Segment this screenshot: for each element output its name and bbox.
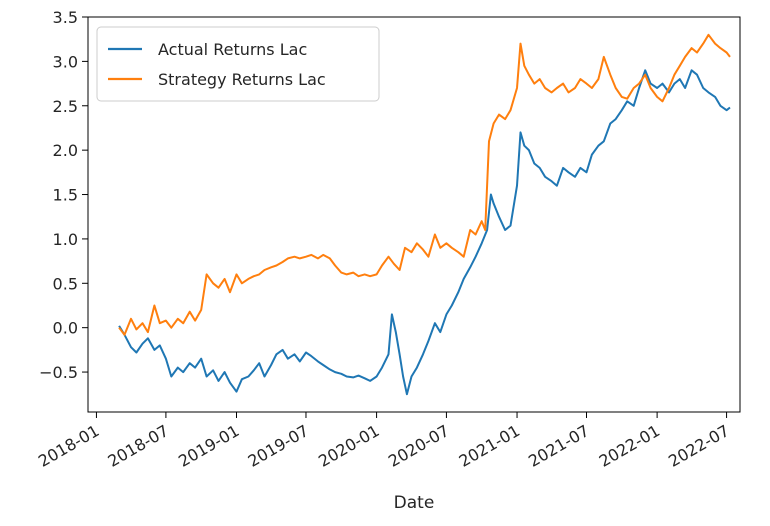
y-tick-label: 1.0	[53, 230, 78, 249]
legend: Actual Returns Lac Strategy Returns Lac	[96, 26, 380, 102]
series-line-actual-returns-lac	[118, 69, 731, 396]
y-tick-label: 1.5	[53, 186, 78, 205]
y-tick-label: 3.0	[53, 52, 78, 71]
y-tick-label: 0.0	[53, 319, 78, 338]
series-layer	[118, 33, 731, 396]
y-tick-label: 3.5	[53, 8, 78, 27]
y-tick-label: 0.5	[53, 274, 78, 293]
legend-label-actual-returns: Actual Returns Lac	[158, 40, 307, 59]
y-tick-label: 2.0	[53, 141, 78, 160]
x-axis-label: Date	[394, 493, 435, 513]
legend-label-strategy-returns: Strategy Returns Lac	[158, 70, 326, 89]
y-axis: −0.5 0.0 0.5 1.0 1.5 2.0 2.5 3.0 3.5	[39, 8, 88, 382]
y-tick-label: 2.5	[53, 97, 78, 116]
y-tick-label: −0.5	[39, 363, 78, 382]
series-line-strategy-returns-lac	[118, 33, 731, 336]
legend-box	[96, 26, 380, 102]
plot-area-frame	[87, 16, 741, 413]
